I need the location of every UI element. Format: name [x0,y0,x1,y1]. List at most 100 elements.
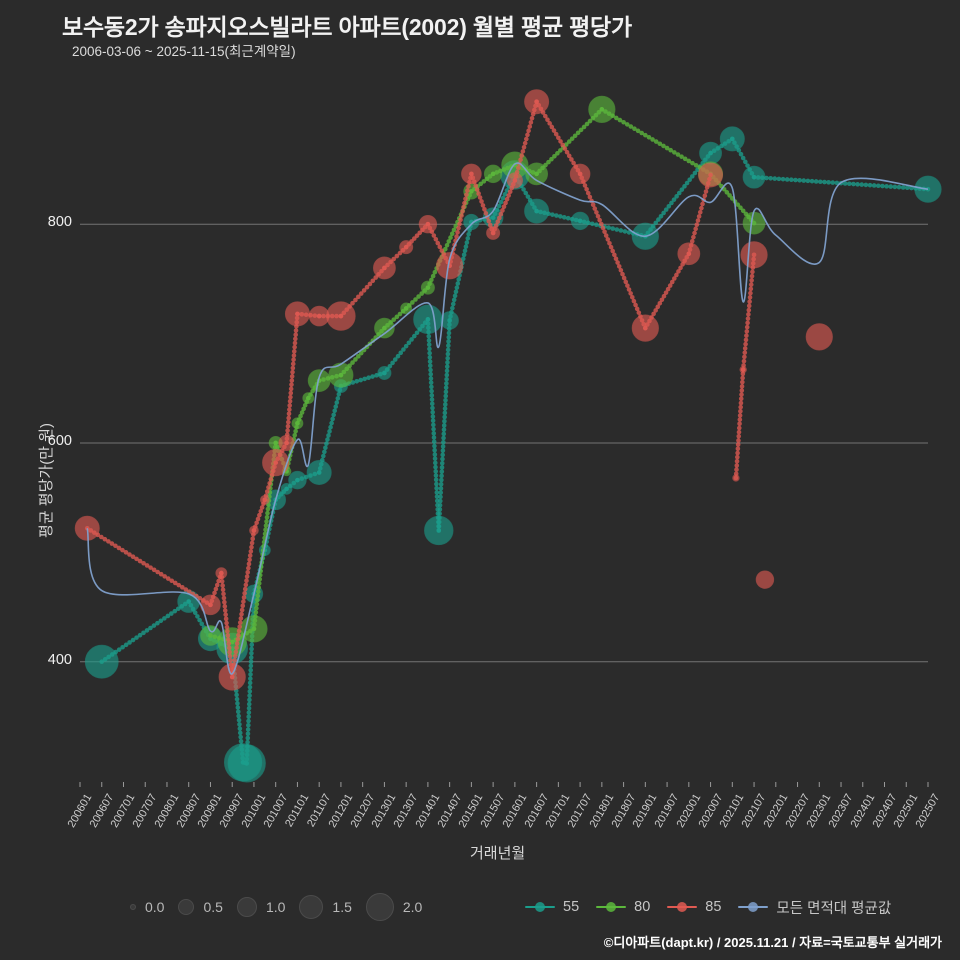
data-bubble[interactable] [278,434,295,452]
series-connector-dot [364,284,370,290]
data-bubble[interactable] [463,213,480,231]
data-bubble[interactable] [218,663,246,691]
data-bubble[interactable] [374,317,395,339]
data-bubble[interactable] [260,495,270,505]
data-bubble[interactable] [677,242,701,266]
data-bubble[interactable] [525,162,549,186]
data-bubble[interactable] [200,625,221,646]
data-bubble[interactable] [740,241,768,269]
data-bubble[interactable] [755,570,775,589]
series-connector-dot [736,429,742,435]
legend-series-item-80[interactable]: 80 [596,899,650,915]
legend-series-marker [525,901,555,913]
data-bubble[interactable] [440,311,459,330]
series-connector-dot [692,230,697,236]
data-bubble[interactable] [280,482,293,495]
series-connector-dot [288,394,293,400]
data-bubble[interactable] [308,305,330,327]
series-connector-dot [327,429,332,434]
series-connector-dot [748,282,754,287]
data-bubble[interactable] [569,163,591,185]
series-connector-dot [216,578,221,584]
series-connector-dot [155,620,160,626]
data-bubble[interactable] [698,162,724,188]
series-connector-dot [665,286,671,292]
series-connector-dot [127,640,132,645]
data-bubble[interactable] [506,172,523,189]
series-connector-dot [582,183,588,188]
series-connector-dot [332,408,338,414]
data-bubble[interactable] [570,211,590,231]
series-connector-dot [233,653,238,659]
series-55[interactable] [84,126,942,783]
series-connector-dot [675,152,681,157]
legend-series-item-모든 면적대 평균값[interactable]: 모든 면적대 평균값 [738,897,891,918]
series-connector-dot [444,242,450,248]
series-connector-dot [253,610,259,615]
series-connector-dot [507,189,513,194]
data-bubble[interactable] [588,95,616,123]
data-bubble[interactable] [436,252,464,280]
series-connector-dot [445,347,451,353]
data-bubble[interactable] [483,164,503,184]
legend-series-label: 모든 면적대 평균값 [776,900,892,917]
data-bubble[interactable] [262,449,290,477]
data-bubble[interactable] [742,211,766,235]
series-connector-dot [116,545,122,551]
series-connector-dot [443,389,449,395]
series-connector-dot [441,431,447,437]
data-bubble[interactable] [249,525,259,536]
series-85[interactable] [74,89,833,691]
data-bubble[interactable] [373,256,396,280]
data-bubble[interactable] [524,198,550,224]
data-bubble[interactable] [461,163,482,185]
series-connector-dot [239,607,245,613]
average-line[interactable] [86,162,929,675]
legend-series-item-85[interactable]: 85 [667,899,721,915]
legend-size-label: 0.0 [145,899,165,915]
legend-size-item: 0.5 [178,899,223,915]
series-connector-dot [237,730,243,736]
data-bubble[interactable] [400,302,413,315]
series-connector-dot [248,663,254,669]
series-80[interactable] [200,95,766,657]
data-bubble[interactable] [288,470,307,490]
data-bubble[interactable] [805,323,833,351]
data-bubble[interactable] [413,304,443,335]
data-bubble[interactable] [84,644,119,679]
data-bubble[interactable] [227,744,266,783]
data-bubble[interactable] [291,417,304,430]
data-bubble[interactable] [424,515,454,546]
data-bubble[interactable] [418,214,438,234]
data-bubble[interactable] [524,89,550,115]
data-bubble[interactable] [739,365,747,374]
series-connector-dot [239,611,244,617]
data-bubble[interactable] [631,314,659,342]
data-bubble[interactable] [420,280,435,295]
data-bubble[interactable] [215,567,228,579]
data-bubble[interactable] [719,126,745,152]
data-bubble[interactable] [486,225,501,240]
series-connector-dot [169,578,175,584]
data-bubble[interactable] [399,240,414,255]
data-bubble[interactable] [302,392,315,404]
series-connector-dot [236,713,241,719]
data-bubble[interactable] [699,141,722,165]
data-bubble[interactable] [306,459,332,485]
series-connector-dot [137,632,143,638]
series-connector-dot [674,194,679,199]
series-connector-dot [626,287,632,292]
data-bubble[interactable] [307,369,331,392]
data-bubble[interactable] [240,615,268,643]
data-bubble[interactable] [326,301,356,331]
data-bubble[interactable] [377,365,392,380]
data-bubble[interactable] [742,165,766,189]
series-connector-dot [445,355,450,361]
series-connector-dot [236,632,241,638]
data-bubble[interactable] [328,362,354,388]
data-bubble[interactable] [284,301,310,327]
series-connector-dot [434,490,440,495]
data-bubble[interactable] [732,474,740,482]
legend-series-item-55[interactable]: 55 [525,899,579,915]
